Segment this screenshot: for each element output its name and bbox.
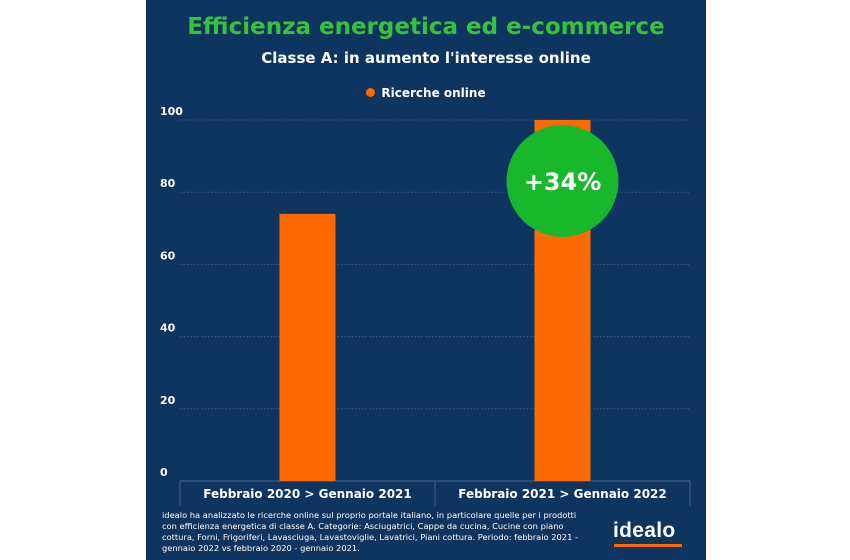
y-tick-label: 100 bbox=[160, 105, 183, 118]
footnote: idealo ha analizzato le ricerche online … bbox=[162, 510, 578, 553]
y-tick-label: 40 bbox=[160, 322, 176, 335]
x-tick-label: Febbraio 2021 > Gennaio 2022 bbox=[458, 487, 667, 501]
legend: Ricerche online bbox=[146, 86, 706, 100]
y-tick-label: 0 bbox=[160, 466, 168, 479]
x-tick-label: Febbraio 2020 > Gennaio 2021 bbox=[203, 487, 412, 501]
chart-title: Efficienza energetica ed e-commerce bbox=[187, 14, 665, 40]
legend-label: Ricerche online bbox=[381, 86, 486, 100]
legend-swatch bbox=[366, 88, 376, 97]
y-tick-label: 20 bbox=[160, 394, 176, 407]
bar bbox=[279, 213, 336, 482]
change-badge-label: +34% bbox=[524, 168, 602, 196]
idealo-logo: idealo bbox=[613, 519, 676, 542]
y-tick-label: 80 bbox=[160, 177, 176, 190]
chart-subtitle: Classe A: in aumento l'interesse online bbox=[261, 49, 591, 67]
y-tick-label: 60 bbox=[160, 249, 176, 262]
bar-chart: 0 20 40 60 80 100 Febbraio 2020 > Gennaio 2021… bbox=[160, 105, 691, 506]
change-badge bbox=[506, 125, 619, 237]
chart-panel: Efficienza energetica ed e-commerce Clas… bbox=[146, 0, 706, 560]
logo-underline bbox=[614, 544, 682, 547]
